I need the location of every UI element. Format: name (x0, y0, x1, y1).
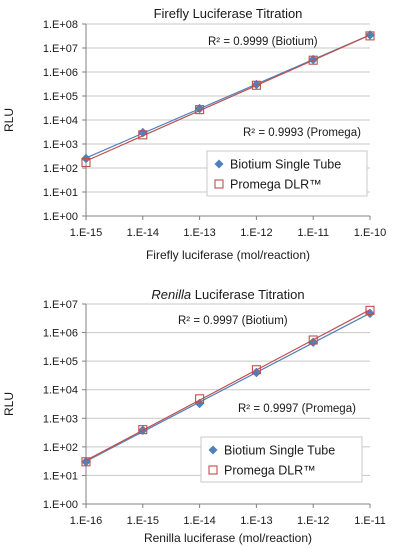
legend-box (200, 436, 363, 483)
y-tick-label: 1.E+05 (43, 356, 78, 368)
data-point-diamond (308, 337, 319, 348)
chart-title: Firefly Luciferase Titration (154, 6, 303, 21)
y-tick-label: 1.E+03 (43, 413, 78, 425)
x-tick-label: 1.E-14 (183, 515, 215, 527)
x-axis-title: Firefly luciferase (mol/reaction) (146, 248, 310, 262)
data-point-diamond (194, 103, 205, 114)
y-tick-label: 1.E+07 (43, 299, 78, 311)
x-axis-title: Renilla luciferase (mol/reaction) (144, 531, 312, 545)
data-point-square (365, 305, 375, 315)
x-tick-label: 1.E-14 (127, 227, 159, 239)
x-tick-label: 1.E-11 (297, 227, 329, 239)
x-tick-label: 1.E-12 (297, 515, 329, 527)
y-axis-title: RLU (2, 392, 16, 416)
data-point-square (195, 105, 205, 115)
legend-marker-diamond (208, 445, 218, 455)
data-point-square (195, 394, 205, 404)
trendline (85, 309, 371, 461)
legend-box (206, 150, 368, 197)
y-tick-label: 1.E+07 (43, 43, 78, 55)
chart-2: Renilla Luciferase Titration 1.E+00 1.E+01… (2, 287, 386, 545)
trendline (85, 34, 371, 162)
legend-label: Promega DLR™ (224, 464, 316, 478)
legend-label: Biotium Single Tube (224, 444, 335, 458)
data-point-square (308, 335, 318, 345)
trendline (85, 312, 371, 462)
y-tick-label: 1.E+04 (43, 115, 78, 127)
series-promega (81, 305, 375, 467)
r-squared-label: R² = 0.9999 (Biotium) (208, 36, 318, 48)
y-tick-label: 1.E+02 (43, 163, 78, 175)
data-point-square (251, 365, 261, 375)
x-tick-label: 1.E-13 (240, 515, 272, 527)
y-axis-title: RLU (2, 108, 16, 132)
x-tick-label: 1.E-13 (183, 227, 215, 239)
data-point-square (138, 130, 148, 140)
y-tick-label: 1.E+03 (43, 139, 78, 151)
x-tick-label: 1.E-12 (240, 227, 272, 239)
legend-marker-diamond (214, 159, 224, 169)
chart-1: Firefly Luciferase Titration 1.E+00 1.E+01… (2, 6, 386, 262)
y-tick-label: 1.E+04 (43, 385, 78, 397)
chart-title-italic: Renilla (151, 287, 191, 302)
data-point-square (308, 55, 318, 65)
r-squared-label: R² = 0.9993 (Promega) (243, 127, 361, 139)
legend-label: Biotium Single Tube (230, 158, 341, 172)
data-point-square (365, 31, 375, 41)
y-tick-label: 1.E+06 (43, 328, 78, 340)
data-point-square (81, 157, 91, 168)
y-tick-label: 1.E+02 (43, 442, 78, 454)
y-tick-label: 1.E+01 (43, 470, 78, 482)
chart-title: Renilla Luciferase Titration (151, 287, 304, 302)
legend: Biotium Single Tube Promega DLR™ (200, 436, 363, 483)
x-tick-label: 1.E-10 (354, 227, 386, 239)
y-tick-label: 1.E+05 (43, 91, 78, 103)
data-point-square (251, 80, 261, 90)
legend-marker-square (208, 465, 218, 475)
x-tick-label: 1.E-15 (127, 515, 159, 527)
r-squared-label: R² = 0.9997 (Biotium) (178, 315, 288, 327)
y-tick-label: 1.E+08 (43, 19, 78, 31)
r-squared-label: R² = 0.9997 (Promega) (238, 403, 356, 415)
y-tick-label: 1.E+00 (43, 499, 78, 511)
y-tick-label: 1.E+01 (43, 187, 78, 199)
y-tick-label: 1.E+06 (43, 67, 78, 79)
data-point-square (81, 457, 91, 467)
x-tick-label: 1.E-11 (354, 515, 386, 527)
chart-title-text: Luciferase Titration (191, 287, 304, 302)
x-tick-label: 1.E-15 (70, 227, 102, 239)
legend-marker-square (214, 179, 224, 189)
x-tick-label: 1.E-16 (70, 515, 102, 527)
data-point-square (138, 425, 148, 435)
series-promega (81, 31, 375, 168)
legend-label: Promega DLR™ (230, 178, 322, 192)
chart-title-text: Firefly Luciferase Titration (154, 6, 303, 21)
y-tick-label: 1.E+00 (43, 211, 78, 223)
legend: Biotium Single Tube Promega DLR™ (206, 150, 368, 197)
